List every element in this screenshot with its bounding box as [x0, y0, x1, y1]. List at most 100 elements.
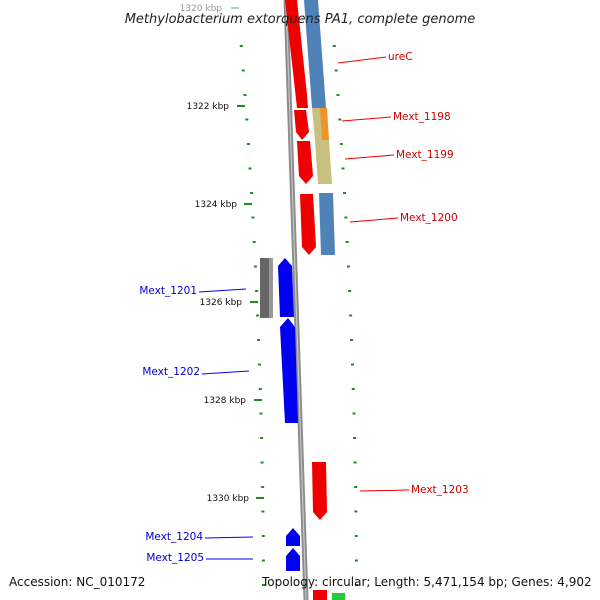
tick-dot-outer-15	[352, 412, 356, 415]
genome-backbone-highlight	[285, 0, 307, 600]
tick-dot-inner-3	[245, 118, 249, 121]
gene-bar-bottom-green	[332, 593, 345, 600]
tick-1324: 1324 kbp	[195, 200, 252, 210]
tick-dot-inner-1	[241, 69, 245, 72]
tick-1326: 1326 kbp	[200, 298, 258, 308]
tick-dot-outer-7	[344, 216, 348, 219]
tick-dot-inner-22	[262, 584, 265, 586]
tick-dot-inner-15	[259, 412, 263, 415]
tick-dot-outer-20	[354, 535, 358, 537]
gene-label-mext1201-text: Mext_1201	[139, 285, 197, 297]
feature-reverse-mext1202[interactable]	[280, 318, 298, 423]
tick-dot-inner-11	[256, 314, 260, 317]
tick-dot-outer-17	[353, 461, 357, 464]
tick-dot-outer-3	[338, 118, 342, 121]
tick-label-1322: 1322 kbp	[187, 102, 230, 112]
feature-reverse-mext1204[interactable]	[286, 528, 300, 546]
tick-1328: 1328 kbp	[204, 396, 262, 406]
tick-dot-outer-12	[350, 339, 354, 341]
map-title: Methylobacterium extorquens PA1, complet…	[125, 12, 476, 27]
gene-label-ureC[interactable]: ureC	[337, 51, 413, 64]
gene-bar-mext1199	[315, 140, 332, 184]
tick-dot-inner-19	[261, 510, 265, 513]
feature-reverse-mext1201[interactable]	[278, 258, 294, 317]
gene-label-mext1200[interactable]: Mext_1200	[349, 212, 458, 224]
feature-forward-mext1200[interactable]	[300, 194, 316, 255]
feature-forward-mext1198[interactable]	[294, 110, 309, 140]
gene-label-mext1204-text: Mext_1204	[145, 531, 203, 543]
feature-forward-ureC[interactable]	[285, 0, 308, 108]
feature-reverse-mext1205[interactable]	[286, 548, 300, 571]
scale-ticks: 1320 kbp 1322 kbp 1324 kbp 1326 kbp 1328…	[180, 4, 264, 504]
gene-label-mext1205-text: Mext_1205	[146, 552, 204, 564]
gene-label-mext1200-text: Mext_1200	[400, 212, 458, 224]
gene-label-mext1204[interactable]: Mext_1204	[145, 531, 254, 543]
gene-bar-mext1198-orange	[320, 108, 329, 140]
tick-dot-inner-18	[261, 486, 265, 488]
accession-text: Accession: NC_010172	[9, 575, 146, 589]
tick-dot-outer-22	[355, 584, 358, 586]
tick-dot-inner-8	[252, 241, 256, 243]
gene-label-mext1198[interactable]: Mext_1198	[341, 111, 451, 123]
tick-dot-outer-14	[351, 388, 355, 390]
tick-dot-outer-11	[349, 314, 353, 317]
gene-label-ureC-text: ureC	[388, 51, 413, 63]
tick-dot-outer-6	[343, 192, 346, 194]
gene-label-mext1199-text: Mext_1199	[396, 149, 454, 161]
tick-dot-inner-9	[253, 265, 257, 268]
tick-dot-outer-10	[348, 290, 352, 292]
tick-dot-outer-21	[354, 559, 358, 562]
tick-dot-inner-13	[258, 363, 261, 366]
tick-dots	[239, 45, 358, 586]
gene-label-mext1203-text: Mext_1203	[411, 484, 469, 496]
gene-label-mext1202-text: Mext_1202	[142, 366, 200, 378]
gene-bar-mext1198	[312, 108, 323, 140]
tick-dot-inner-5	[248, 167, 252, 170]
tick-dot-inner-10	[255, 290, 259, 292]
gene-label-mext1205[interactable]: Mext_1205	[146, 552, 253, 564]
tick-label-1330: 1330 kbp	[207, 494, 250, 504]
feature-forward-bottom	[313, 590, 327, 600]
tick-dot-outer-19	[354, 510, 358, 513]
feature-forward-mext1203[interactable]	[312, 462, 327, 520]
tick-dot-outer-8	[345, 241, 349, 243]
tick-1320: 1320 kbp	[180, 4, 239, 14]
tick-dot-inner-16	[260, 437, 264, 439]
gene-bar-gray-shade	[269, 258, 273, 318]
tick-dot-outer-2	[336, 94, 340, 96]
features	[260, 0, 345, 600]
tick-dot-outer-5	[341, 167, 345, 170]
tick-dot-inner-14	[258, 388, 262, 390]
gene-bar-mext1200	[319, 193, 335, 255]
gene-label-mext1198-text: Mext_1198	[393, 111, 451, 123]
tick-dot-outer-9	[346, 265, 350, 268]
tick-label-1320: 1320 kbp	[180, 4, 223, 14]
gene-label-mext1199[interactable]: Mext_1199	[344, 149, 454, 161]
tick-dot-inner-17	[260, 461, 264, 464]
tick-label-1324: 1324 kbp	[195, 200, 238, 210]
tick-dot-outer-18	[354, 486, 358, 488]
tick-dot-inner-7	[251, 216, 255, 219]
feature-forward-mext1199[interactable]	[297, 141, 313, 184]
genome-summary: Topology: circular; Length: 5,471,154 bp…	[262, 575, 592, 589]
tick-label-1326: 1326 kbp	[200, 298, 243, 308]
gene-label-mext1201[interactable]: Mext_1201	[139, 285, 247, 297]
tick-dot-inner-21	[261, 559, 265, 562]
gene-label-mext1202[interactable]: Mext_1202	[142, 366, 250, 378]
tick-dot-inner-2	[243, 94, 247, 96]
tick-dot-inner-12	[257, 339, 261, 341]
gene-bar-ureC	[304, 0, 326, 108]
tick-dot-inner-6	[250, 192, 253, 194]
tick-label-1328: 1328 kbp	[204, 396, 247, 406]
tick-dot-outer-1	[334, 69, 338, 72]
tick-1330: 1330 kbp	[207, 494, 264, 504]
gene-label-mext1203[interactable]: Mext_1203	[359, 484, 469, 496]
tick-dot-inner-20	[261, 535, 265, 537]
tick-1322: 1322 kbp	[187, 102, 245, 112]
tick-dot-inner-4	[246, 143, 250, 145]
tick-dot-outer-13	[351, 363, 354, 366]
tick-dot-outer-16	[353, 437, 357, 439]
tick-dot-outer-0	[332, 45, 336, 47]
tick-dot-inner-0	[239, 45, 243, 47]
